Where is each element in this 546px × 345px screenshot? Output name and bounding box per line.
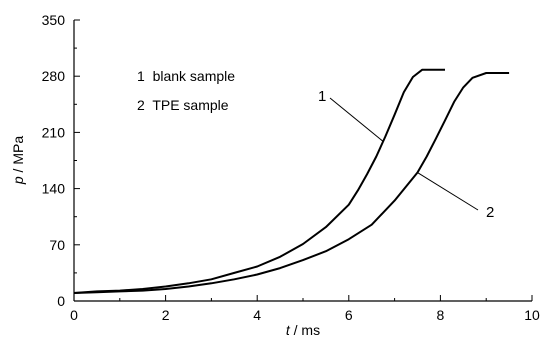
x-tick-label: 8 [437,307,445,323]
y-tick-label: 350 [42,12,66,28]
legend-entry-2: 2 TPE sample [137,97,229,113]
y-tick-label: 280 [42,68,66,84]
y-axis-variable: p [10,176,26,185]
series-lines [73,68,510,294]
y-tick-label: 70 [49,237,65,253]
legend: 1 blank sample 2 TPE sample [137,68,235,113]
y-axis-title: p / MPa [10,136,26,185]
x-tick-label: 6 [345,307,353,323]
callouts: 12 [318,88,494,221]
x-tick-label: 10 [524,307,540,323]
callout-leader-2 [417,172,479,211]
x-axis-unit: / ms [290,322,320,338]
y-tick-label: 140 [42,181,66,197]
axis-titles: t / ms p / MPa [10,136,320,338]
series-line-1 [73,68,445,294]
x-tick-label: 0 [70,307,78,323]
series-line-2 [73,72,510,294]
axes [73,20,532,302]
y-tick-label: 210 [42,124,66,140]
x-axis-title: t / ms [286,322,320,338]
x-axis-variable: t [286,322,291,338]
callout-label-2: 2 [486,204,494,221]
legend-entry-1: 1 blank sample [137,68,235,84]
callout-label-1: 1 [318,88,326,105]
callout-leader-1 [329,97,384,142]
y-tick-label: 0 [57,293,65,309]
x-tick-label: 4 [253,307,261,323]
y-axis-unit: / MPa [10,136,26,177]
x-tick-label: 2 [162,307,170,323]
ticks: 0 2 4 6 8 10 0 70 140 210 280 350 [42,12,540,323]
